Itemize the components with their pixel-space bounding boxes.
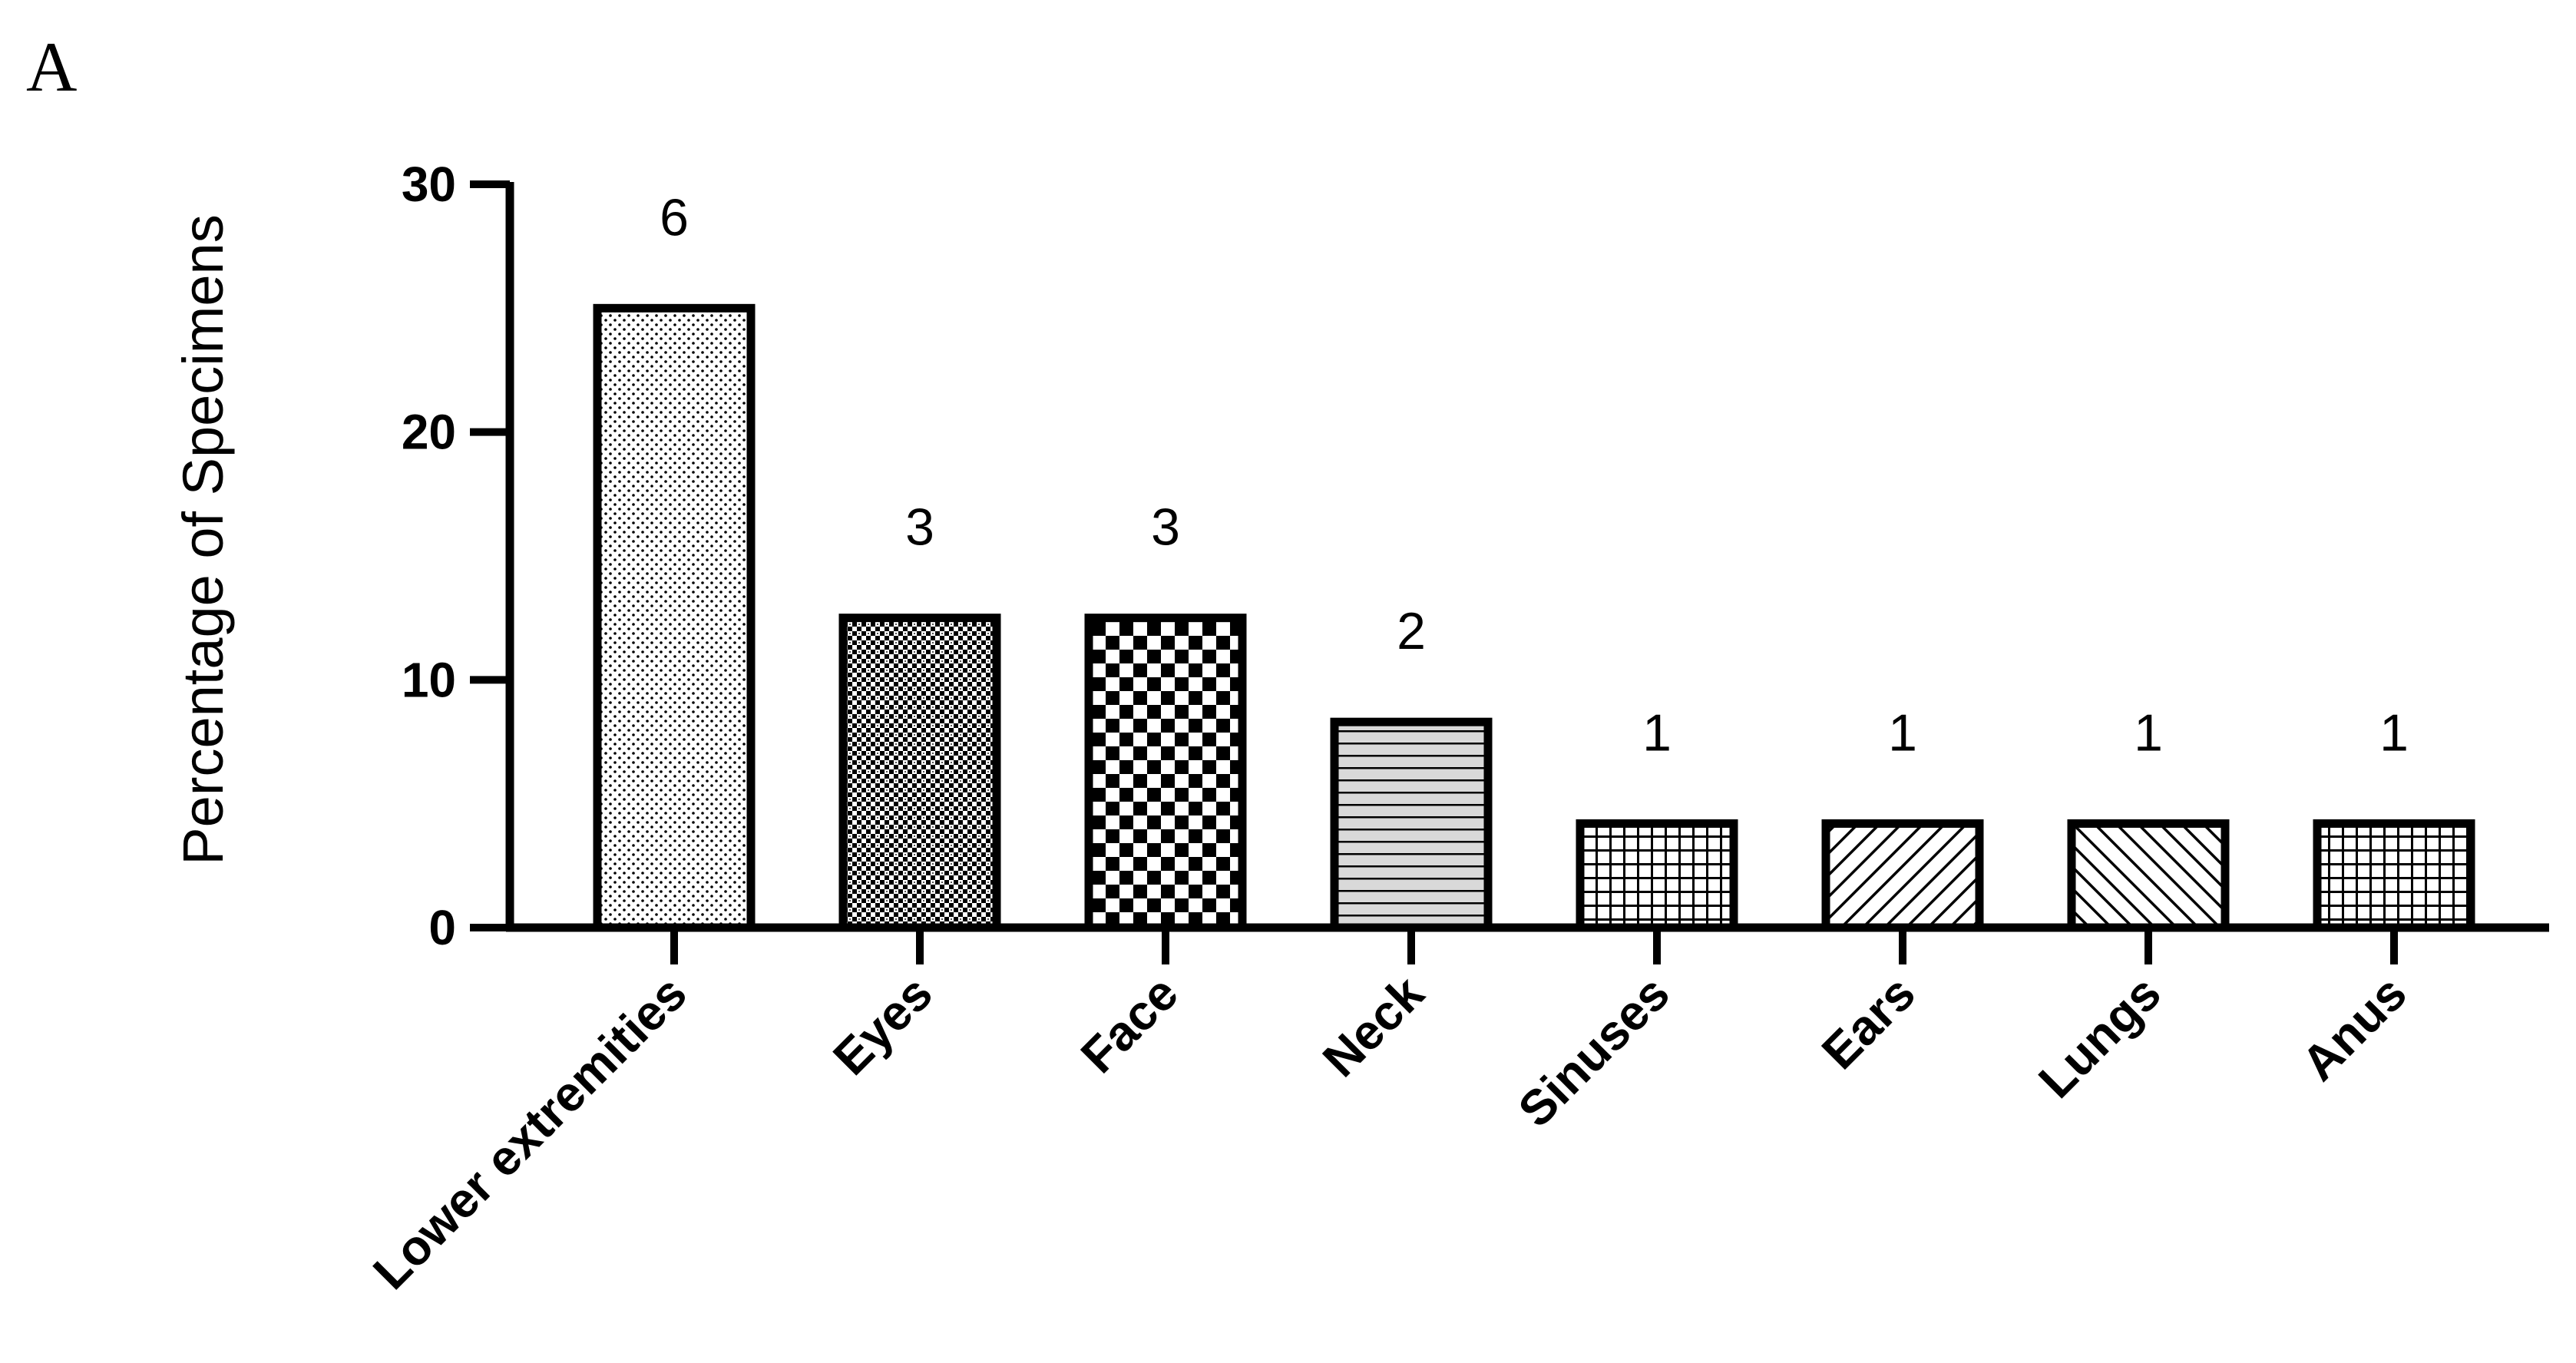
- panel-label: A: [26, 28, 77, 106]
- bar-lungs: [2067, 819, 2230, 932]
- bar-count-label: 1: [2134, 703, 2163, 762]
- bar-neck: [1330, 717, 1493, 932]
- x-category-label: Sinuses: [1507, 965, 1679, 1137]
- bar-count-label: 6: [660, 188, 689, 246]
- bar-count-label: 2: [1397, 602, 1426, 660]
- x-category-label: Face: [1070, 965, 1189, 1083]
- bar-count-label: 1: [1888, 703, 1917, 762]
- x-axis: Lower extremities Eyes Face Neck Sinuses Ears…: [362, 923, 2549, 1300]
- bar-count-label: 1: [1642, 703, 1672, 762]
- y-tick-label: 10: [402, 652, 456, 707]
- bar-count-label: 3: [905, 498, 934, 557]
- bar-sinuses: [1576, 819, 1738, 932]
- bar-face: [1084, 614, 1247, 932]
- y-axis: 0 10 20 30: [402, 157, 514, 955]
- x-category-label: Neck: [1312, 965, 1434, 1087]
- bar-count-label: 1: [2379, 703, 2409, 762]
- x-category-label: Lower extremities: [362, 965, 697, 1300]
- bar-eyes: [838, 614, 1001, 932]
- bar-ears: [1821, 819, 1984, 932]
- y-tick-label: 30: [402, 157, 456, 212]
- y-axis-title: Percentage of Specimens: [171, 214, 235, 865]
- bars: 6 3 3 2 1 1 1 1: [593, 188, 2475, 932]
- x-category-label: Anus: [2291, 965, 2417, 1091]
- x-category-label: Eyes: [822, 965, 943, 1086]
- bar-count-label: 3: [1151, 498, 1180, 557]
- bar-lower-extremities: [593, 303, 756, 932]
- y-tick-label: 20: [402, 405, 456, 460]
- y-tick-label: 0: [428, 900, 456, 955]
- x-category-label: Lungs: [2028, 965, 2171, 1109]
- bar-anus: [2313, 819, 2475, 932]
- x-category-label: Ears: [1811, 965, 1926, 1080]
